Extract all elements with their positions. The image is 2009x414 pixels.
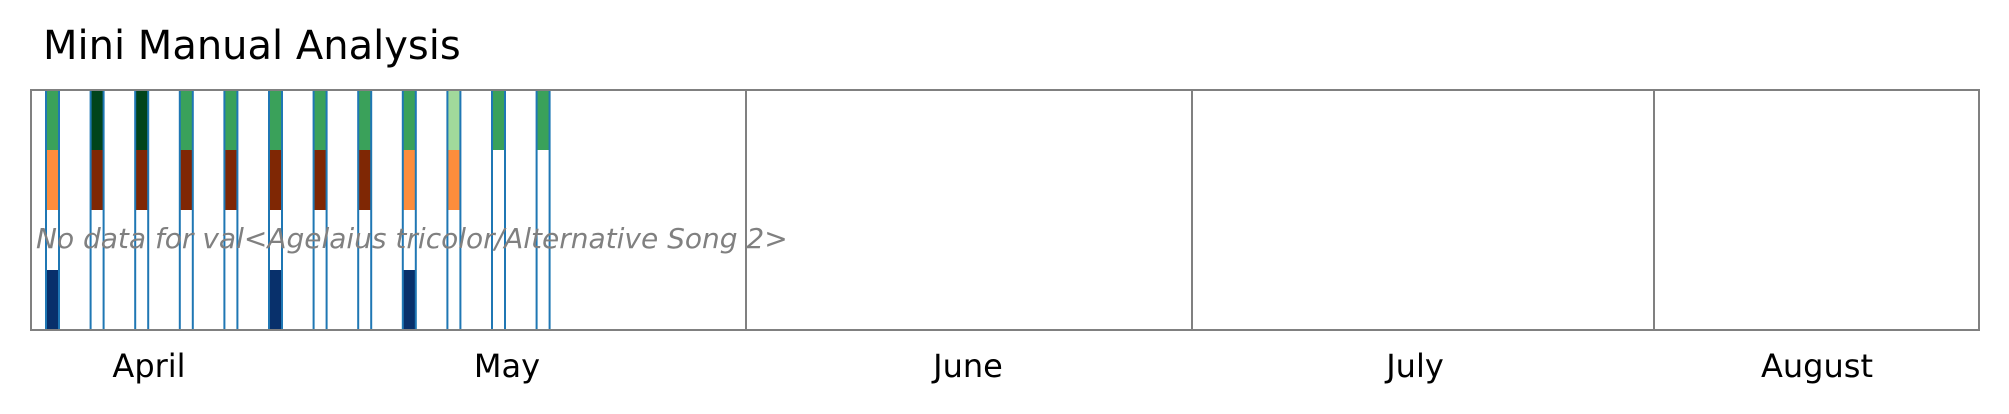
bar-segment	[269, 90, 282, 150]
bar-column	[535, 89, 551, 331]
bar-column	[268, 89, 283, 331]
bar-segment	[492, 270, 505, 330]
chart-title: Mini Manual Analysis	[43, 23, 461, 69]
bar-column	[45, 89, 60, 331]
bar-segment	[179, 270, 193, 330]
bar-segment	[269, 210, 282, 270]
bar-column	[401, 89, 417, 331]
bar-segment	[269, 270, 282, 330]
bar-column	[491, 89, 506, 331]
bar-column	[178, 89, 194, 331]
bar-column	[89, 89, 105, 331]
bar-segment	[224, 210, 238, 270]
bar-segment	[447, 270, 461, 330]
bar-segment	[135, 270, 149, 330]
bar-segment	[90, 150, 104, 210]
bar-segment	[90, 210, 104, 270]
bar-segment	[447, 210, 461, 270]
month-label: June	[931, 347, 1003, 385]
bar-segment	[135, 210, 149, 270]
plot-frame	[30, 89, 1980, 331]
bar-segment	[358, 270, 372, 330]
bar-segment	[135, 150, 149, 210]
month-labels: April May June July August	[112, 347, 1873, 385]
bar-segment	[358, 150, 372, 210]
bar-segment	[313, 90, 327, 150]
bar-segment	[313, 270, 327, 330]
bar-segment	[313, 150, 327, 210]
bar-segment	[46, 150, 59, 210]
bar-segment	[90, 270, 104, 330]
bar-segment	[179, 210, 193, 270]
bar-segment	[402, 150, 416, 210]
bar-segment	[224, 150, 238, 210]
bar-segment	[179, 150, 193, 210]
month-label: May	[474, 347, 540, 385]
bar-segment	[313, 210, 327, 270]
bar-segment	[269, 150, 282, 210]
month-label: July	[1384, 347, 1444, 385]
bar-segment	[90, 90, 104, 150]
bar-segment	[536, 210, 550, 270]
bar-segment	[46, 90, 59, 150]
month-label: April	[112, 347, 185, 385]
bar-segment	[402, 270, 416, 330]
bar-segment	[536, 90, 550, 150]
bar-segment	[447, 150, 461, 210]
month-label: August	[1761, 347, 1873, 385]
bar-column	[223, 89, 239, 331]
bar-segment	[492, 150, 505, 210]
bar-segment	[536, 270, 550, 330]
bar-segment	[358, 90, 372, 150]
bar-column	[357, 89, 373, 331]
bar-column	[446, 89, 462, 331]
bar-segment	[402, 210, 416, 270]
bar-segment	[224, 270, 238, 330]
bar-segment	[135, 90, 149, 150]
frame-layer	[30, 89, 1980, 331]
bar-segment	[179, 90, 193, 150]
bar-segment	[447, 90, 461, 150]
bar-segment	[536, 150, 550, 210]
bars-layer	[45, 89, 551, 331]
bar-segment	[224, 90, 238, 150]
bar-column	[134, 89, 150, 331]
bar-segment	[492, 210, 505, 270]
bar-column	[312, 89, 328, 331]
bar-segment	[358, 210, 372, 270]
no-data-message: No data for val<Agelaius tricolor/Altern…	[36, 222, 788, 255]
bar-segment	[46, 210, 59, 270]
bar-segment	[46, 270, 59, 330]
bar-segment	[402, 90, 416, 150]
bar-segment	[492, 90, 505, 150]
